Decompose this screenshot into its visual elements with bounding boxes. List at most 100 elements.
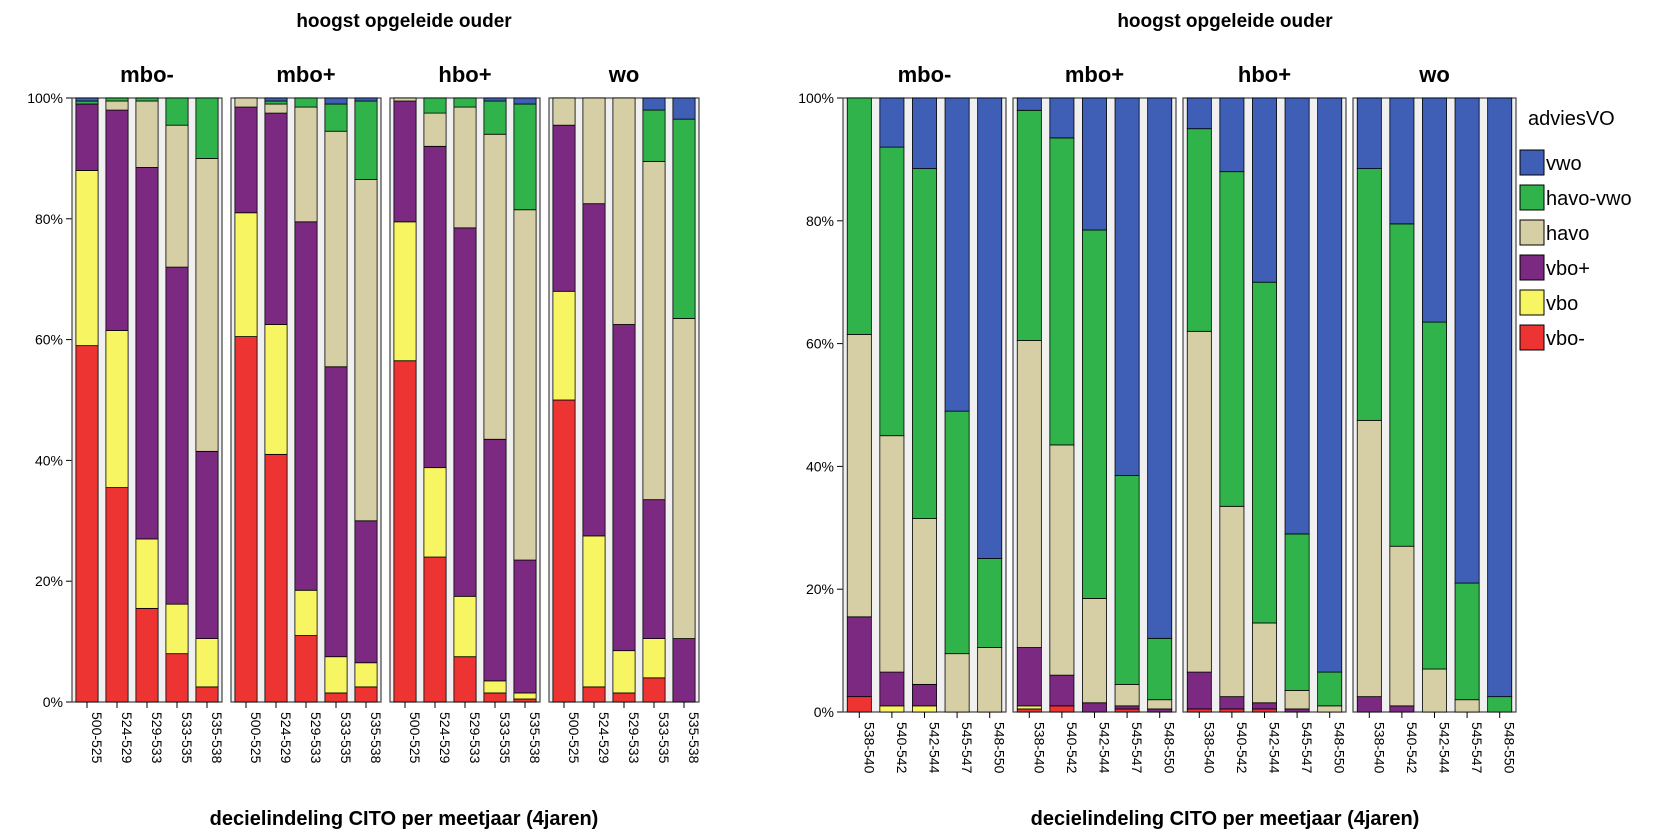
bar-segment-vbo+ bbox=[195, 450, 219, 639]
panel-label: mbo+ bbox=[276, 62, 335, 87]
legend-title: adviesVO bbox=[1528, 108, 1615, 130]
bar-segment-vbo+ bbox=[912, 683, 937, 707]
bar-segment-vwo bbox=[324, 97, 348, 105]
bar-segment-vbo- bbox=[846, 696, 872, 713]
bar-segment-vbo- bbox=[393, 360, 417, 703]
bar-segment-vbo bbox=[354, 662, 378, 688]
legend-swatch-vwo bbox=[1519, 149, 1545, 176]
bar-segment-havo-vwo bbox=[672, 118, 696, 319]
bar-545-547 bbox=[944, 97, 970, 713]
bar-segment-vbo- bbox=[1049, 705, 1075, 713]
bar-segment-havo bbox=[1422, 668, 1447, 713]
bar-segment-vbo- bbox=[1252, 708, 1277, 713]
bar-542-544 bbox=[912, 97, 937, 713]
bar-segment-havo-vwo bbox=[1389, 223, 1415, 547]
bar-548-550 bbox=[1487, 97, 1513, 713]
legend-label-vwo: vwo bbox=[1546, 153, 1582, 175]
bar-segment-havo bbox=[846, 333, 872, 618]
bar-segment-vbo bbox=[1016, 705, 1042, 710]
bar-segment-vbo- bbox=[135, 607, 159, 703]
x-tick-label: 524-529 bbox=[278, 712, 294, 764]
chart-title: hoogst opgeleide ouder bbox=[1117, 11, 1333, 32]
x-tick-label: 533-535 bbox=[656, 712, 672, 764]
y-tick-label: 60% bbox=[35, 332, 63, 348]
y-tick-label: 100% bbox=[798, 90, 834, 106]
y-tick-label: 20% bbox=[35, 573, 63, 589]
x-tick-label: 500-525 bbox=[407, 712, 423, 764]
legend-label-havo: havo bbox=[1546, 223, 1589, 245]
panel-label: hbo+ bbox=[1238, 62, 1291, 87]
y-tick-label: 80% bbox=[806, 213, 834, 229]
bar-segment-havo bbox=[513, 209, 537, 561]
x-tick-label: 533-535 bbox=[497, 712, 513, 764]
bar-segment-vbo+ bbox=[135, 167, 159, 540]
bar-segment-vwo bbox=[1114, 97, 1140, 477]
x-tick-label: 500-525 bbox=[566, 712, 582, 764]
bar-segment-vwo bbox=[1389, 97, 1415, 225]
bar-545-547 bbox=[1284, 97, 1310, 713]
bar-segment-vbo bbox=[879, 705, 905, 713]
bar-segment-havo-vwo bbox=[423, 97, 447, 114]
bar-segment-vbo+ bbox=[1356, 696, 1382, 713]
x-tick-label: 524-529 bbox=[596, 712, 612, 764]
x-tick-label: 542-544 bbox=[1267, 722, 1283, 774]
x-tick-label: 500-525 bbox=[89, 712, 105, 764]
x-tick-label: 542-544 bbox=[1437, 722, 1453, 774]
bar-segment-havo bbox=[879, 435, 905, 673]
bar-segment-vbo+ bbox=[1147, 708, 1173, 713]
bar-540-542 bbox=[879, 97, 905, 713]
bar-533-535 bbox=[165, 97, 189, 703]
bar-545-547 bbox=[1114, 97, 1140, 713]
bar-529-533 bbox=[294, 97, 318, 703]
legend-swatch-havo bbox=[1519, 219, 1545, 246]
bar-segment-havo bbox=[105, 100, 129, 111]
bar-segment-vbo- bbox=[582, 686, 606, 703]
bar-segment-havo-vwo bbox=[75, 100, 99, 105]
legend-swatch-vbo bbox=[1519, 289, 1545, 316]
x-tick-label: 524-529 bbox=[119, 712, 135, 764]
bar-segment-vbo bbox=[642, 638, 666, 679]
legend-label-vbo: vbo bbox=[1546, 293, 1578, 315]
bar-segment-vbo+ bbox=[105, 109, 129, 331]
bar-segment-havo-vwo bbox=[846, 97, 872, 335]
bar-segment-vbo bbox=[234, 212, 258, 337]
bar-segment-vbo+ bbox=[1114, 705, 1140, 710]
x-tick-label: 548-550 bbox=[1332, 722, 1348, 774]
bar-segment-havo-vwo bbox=[1016, 109, 1042, 341]
bar-segment-havo-vwo bbox=[324, 103, 348, 132]
bar-segment-vbo+ bbox=[324, 366, 348, 658]
x-axis-label: decielindeling CITO per meetjaar (4jaren… bbox=[1031, 808, 1420, 830]
bar-segment-vbo+ bbox=[165, 266, 189, 605]
bar-segment-havo-vwo bbox=[1284, 533, 1310, 691]
bar-segment-vwo bbox=[1454, 97, 1480, 584]
bar-535-538 bbox=[513, 97, 537, 703]
bar-533-535 bbox=[483, 97, 507, 703]
bar-segment-havo-vwo bbox=[105, 97, 129, 102]
bar-535-538 bbox=[672, 97, 696, 703]
bar-segment-vbo- bbox=[294, 635, 318, 703]
bar-segment-vbo+ bbox=[642, 499, 666, 639]
bar-segment-havo-vwo bbox=[977, 558, 1003, 648]
bar-segment-vwo bbox=[1284, 97, 1310, 535]
bar-segment-vwo bbox=[1049, 97, 1075, 139]
bar-529-533 bbox=[612, 97, 636, 703]
bar-segment-vbo- bbox=[612, 692, 636, 703]
bar-segment-vbo- bbox=[165, 653, 189, 703]
bar-529-533 bbox=[453, 97, 477, 703]
bar-segment-vbo- bbox=[324, 692, 348, 703]
bar-segment-vwo bbox=[642, 97, 666, 111]
bar-548-550 bbox=[1317, 97, 1343, 713]
bar-segment-havo bbox=[324, 130, 348, 368]
y-tick-label: 40% bbox=[806, 458, 834, 474]
bar-segment-havo bbox=[1082, 598, 1107, 704]
x-tick-label: 529-533 bbox=[626, 712, 642, 764]
bar-segment-havo bbox=[393, 97, 417, 102]
bar-segment-vwo bbox=[672, 97, 696, 120]
bar-segment-havo-vwo bbox=[642, 109, 666, 162]
bar-segment-vwo bbox=[513, 97, 537, 105]
bar-segment-havo bbox=[1389, 545, 1415, 707]
bar-segment-havo-vwo bbox=[483, 100, 507, 135]
bar-segment-vwo bbox=[1252, 97, 1277, 283]
panel-label: mbo- bbox=[120, 62, 174, 87]
